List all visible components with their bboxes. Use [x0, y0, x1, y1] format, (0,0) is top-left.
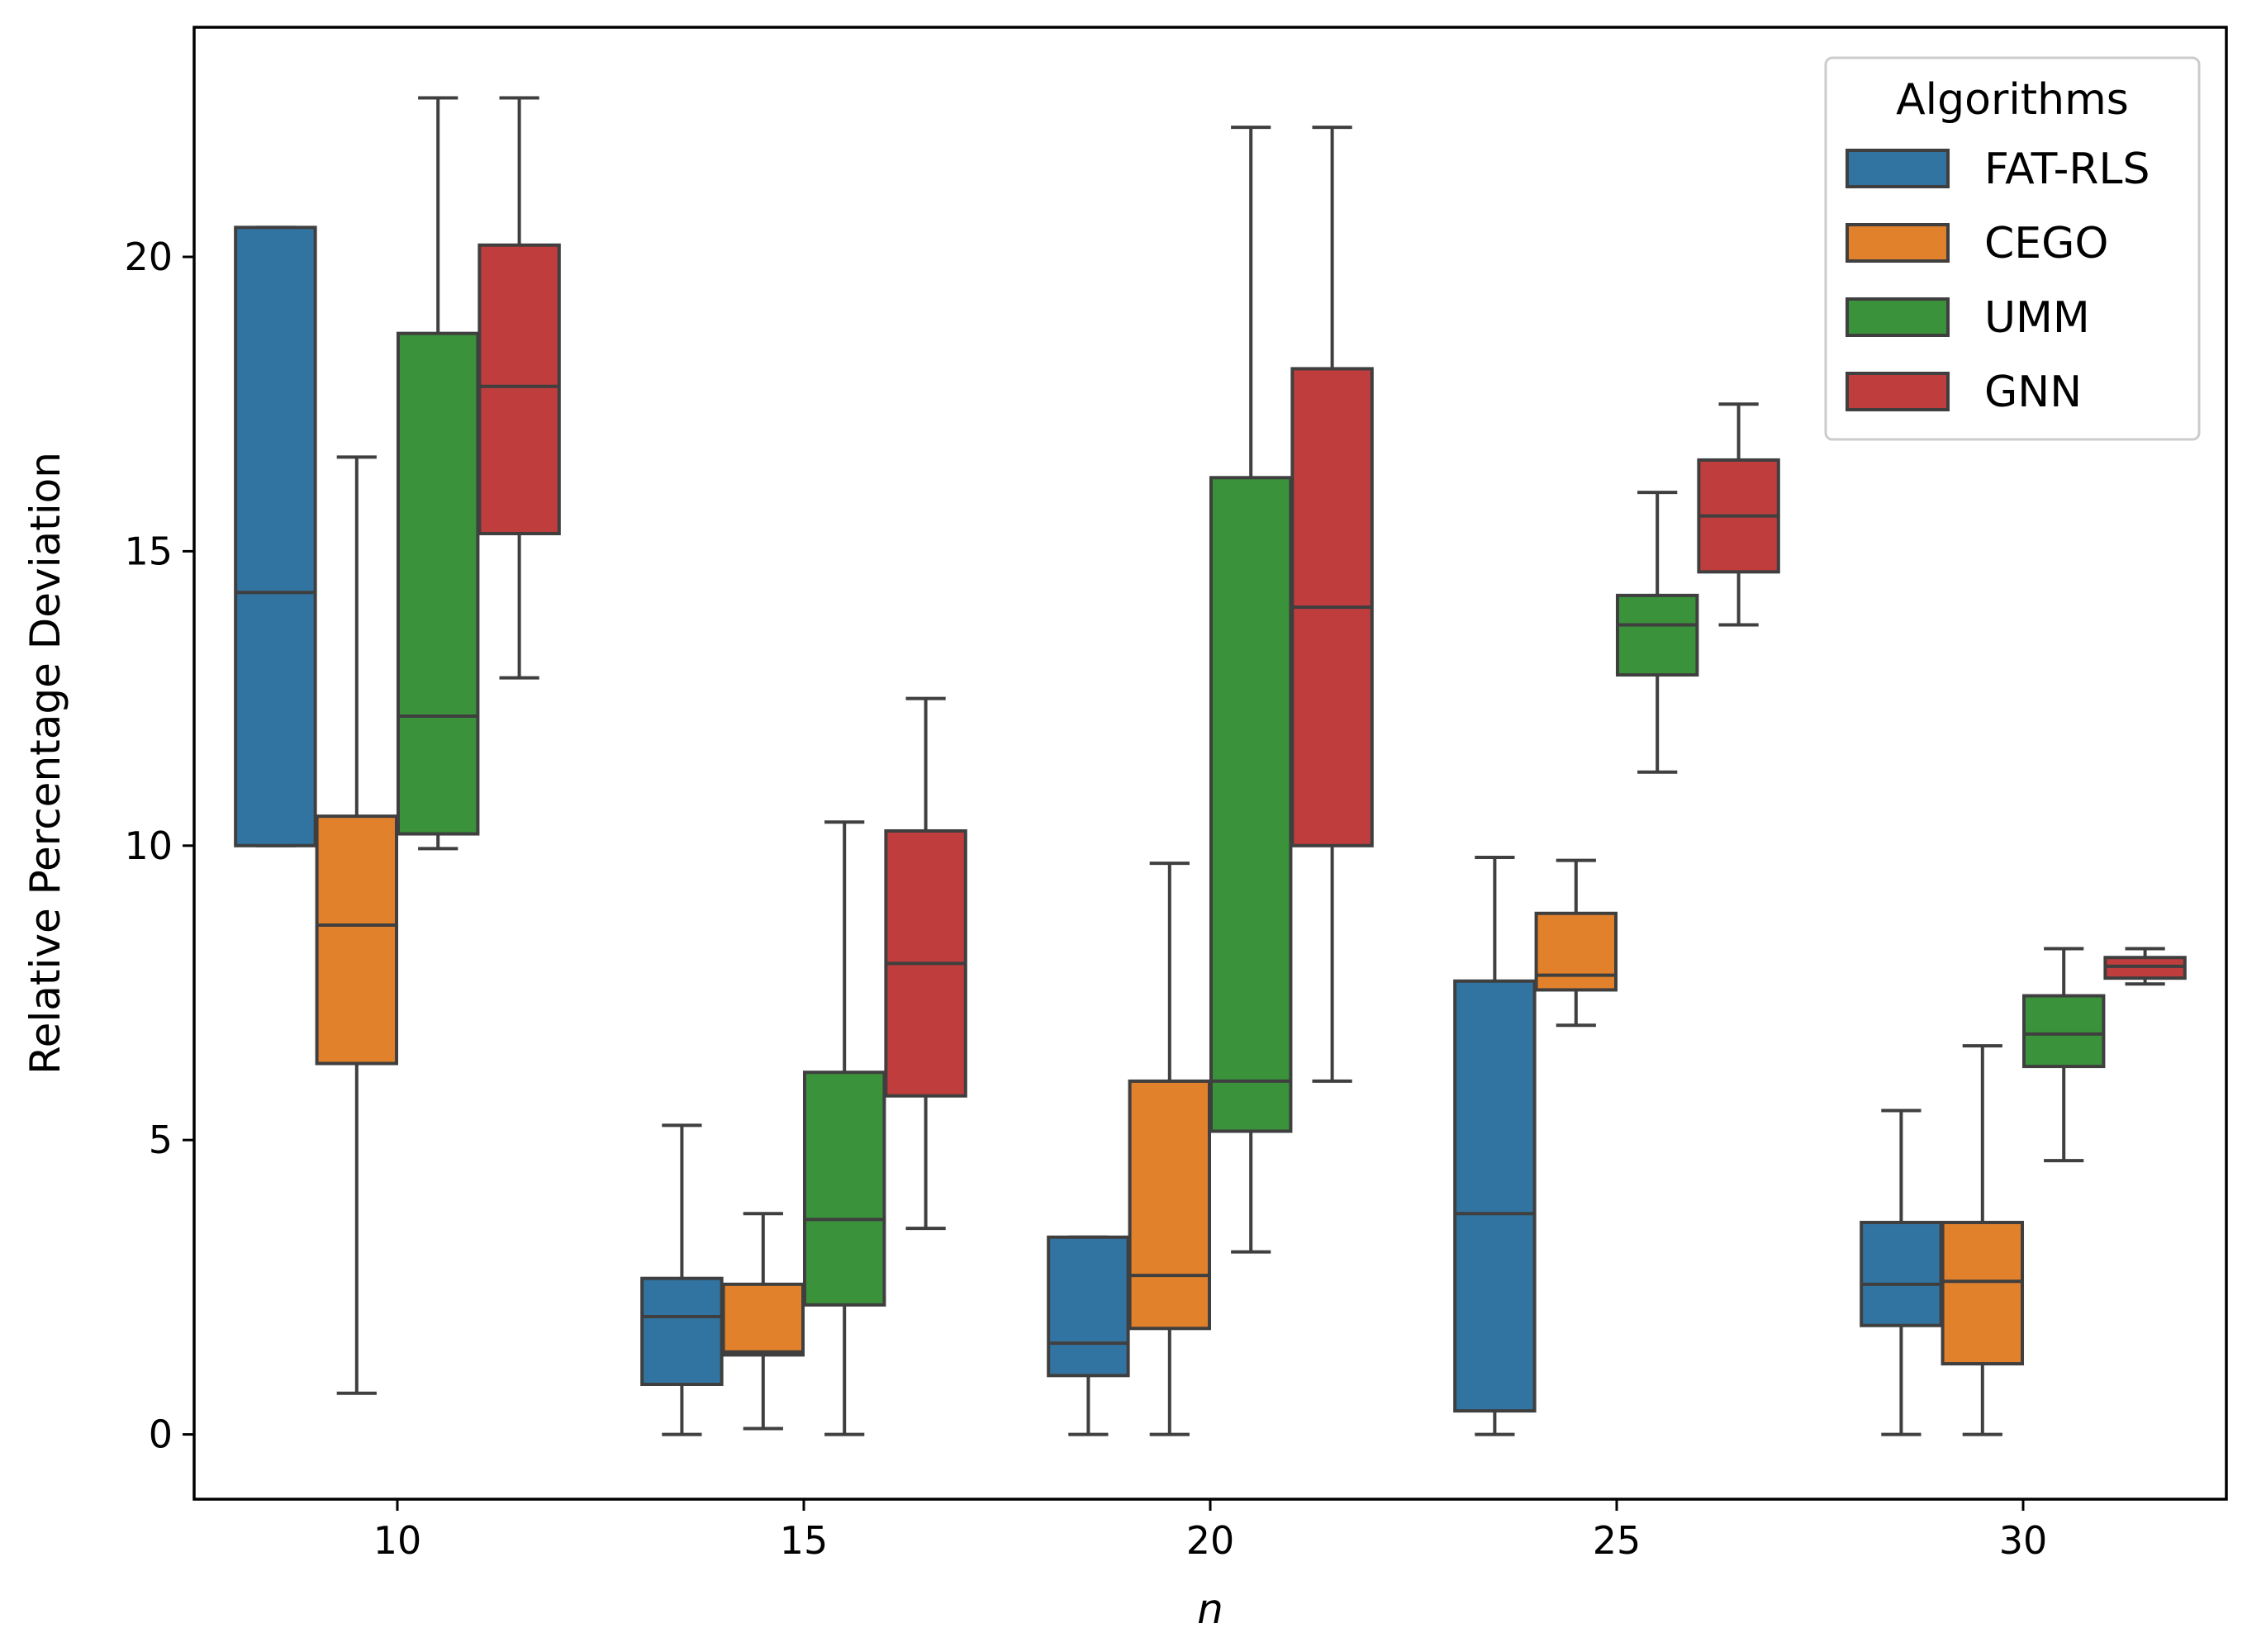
y-tick-label: 0: [149, 1412, 173, 1457]
box-umm-n15: [802, 820, 886, 1436]
box-fat-rls-n30: [1860, 1108, 1943, 1436]
plot-frame: [192, 26, 2228, 1501]
iqr-box: [1615, 593, 1699, 677]
iqr-box: [1860, 1220, 1943, 1327]
x-axis-title: n: [1197, 1585, 1223, 1633]
box-gnn-n30: [2103, 947, 2187, 986]
iqr-box: [1047, 1235, 1130, 1378]
iqr-box: [721, 1282, 805, 1357]
y-tick-label: 15: [124, 529, 173, 573]
box-group: [234, 96, 2187, 1436]
iqr-box: [1453, 979, 1537, 1413]
iqr-box: [1128, 1079, 1212, 1331]
legend-title: Algorithms: [1896, 75, 2129, 125]
box-umm-n20: [1209, 126, 1293, 1254]
box-cego-n20: [1128, 862, 1212, 1436]
box-fat-rls-n15: [640, 1123, 724, 1436]
box-cego-n25: [1534, 858, 1618, 1028]
x-tick-label: 30: [1999, 1518, 2048, 1563]
iqr-box: [2021, 994, 2106, 1069]
legend-swatch-fat-rls: [1846, 149, 1950, 188]
y-tick-label: 5: [149, 1118, 173, 1162]
box-umm-n30: [2021, 947, 2106, 1163]
y-axis: 0 5 10 15 20: [124, 235, 194, 1457]
iqr-box: [477, 243, 561, 536]
legend-swatch-umm: [1846, 297, 1950, 337]
y-axis-title: Relative Percentage Deviation: [21, 452, 69, 1075]
box-cego-n10: [315, 455, 399, 1395]
legend-label-cego: CEGO: [1984, 219, 2108, 268]
legend-label-umm: UMM: [1984, 293, 2090, 343]
iqr-box: [315, 814, 399, 1066]
x-axis: 10 15 20 25 30: [373, 1499, 2048, 1563]
legend-label-fat-rls: FAT-RLS: [1984, 145, 2150, 194]
y-tick-label: 10: [124, 824, 173, 868]
box-fat-rls-n20: [1047, 1235, 1130, 1436]
box-fat-rls-n25: [1453, 856, 1537, 1436]
box-umm-n10: [396, 96, 480, 851]
box-fat-rls-n10: [234, 225, 317, 847]
x-tick-label: 25: [1593, 1518, 1641, 1563]
box-gnn-n10: [477, 96, 561, 680]
legend-swatch-gnn: [1846, 372, 1950, 411]
legend: Algorithms FAT-RLS CEGO UMM GNN: [1824, 56, 2201, 441]
box-gnn-n20: [1290, 126, 1374, 1083]
iqr-box: [234, 225, 317, 847]
x-tick-label: 20: [1186, 1518, 1235, 1563]
iqr-box: [1209, 476, 1293, 1133]
legend-swatch-cego: [1846, 223, 1950, 263]
y-tick-label: 20: [124, 235, 173, 279]
iqr-box: [802, 1070, 886, 1307]
box-gnn-n15: [884, 696, 967, 1231]
iqr-box: [1941, 1220, 2025, 1366]
box-cego-n15: [721, 1212, 805, 1431]
box-gnn-n25: [1697, 402, 1780, 627]
x-tick-label: 15: [780, 1518, 829, 1563]
box-umm-n25: [1615, 491, 1699, 774]
x-tick-label: 10: [373, 1518, 422, 1563]
iqr-box: [640, 1276, 724, 1387]
iqr-box: [1534, 911, 1618, 992]
iqr-box: [396, 331, 480, 836]
legend-label-gnn: GNN: [1984, 368, 2082, 417]
box-cego-n30: [1941, 1044, 2025, 1436]
